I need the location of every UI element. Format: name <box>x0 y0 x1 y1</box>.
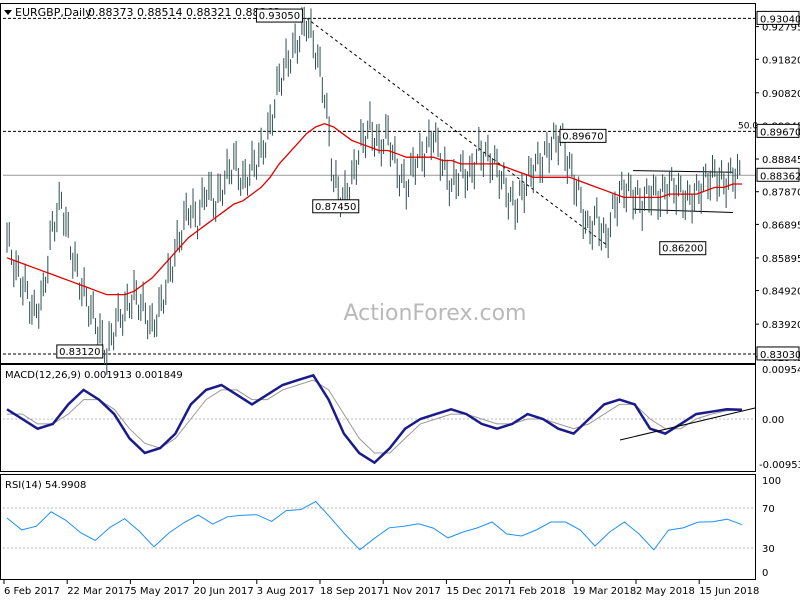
price-tag: 0.89670 <box>756 123 800 138</box>
macd-trend-line <box>619 407 756 441</box>
price-tag-label: 0.89670 <box>760 127 800 138</box>
x-tick-label: 1 Nov 2017 <box>383 586 441 597</box>
dropdown-arrow-icon[interactable] <box>4 10 12 15</box>
y-tick-label: 0.83920 <box>762 320 800 331</box>
annotation-box <box>255 8 303 23</box>
price-annotation: 0.86200 <box>659 241 707 256</box>
channel-top <box>633 170 733 173</box>
x-tick-label: 6 Feb 2017 <box>4 586 60 597</box>
ohlc-values: 0.88373 0.88514 0.88321 0.88362 <box>88 6 280 19</box>
annotation-label: 0.86200 <box>662 244 703 255</box>
macd-title: MACD(12,26,9) 0.001913 0.001849 <box>5 370 183 381</box>
price-annotation: 0.93050 <box>255 8 303 23</box>
price-tag: 0.83030 <box>756 346 800 361</box>
x-tick-label: 5 May 2017 <box>130 586 189 597</box>
annotation-label: 0.87450 <box>315 202 356 213</box>
rsi-tick-label: 100 <box>762 476 781 487</box>
x-tick-label: 2 May 2018 <box>636 586 695 597</box>
annotation-box <box>559 128 607 143</box>
rsi-tick-label: 70 <box>762 504 775 515</box>
x-tick-label: 1 Feb 2018 <box>510 586 566 597</box>
ohlc-bars <box>6 6 741 375</box>
moving-average-line <box>6 123 742 296</box>
y-tick-label: 0.87870 <box>762 188 800 199</box>
price-panel <box>0 3 756 364</box>
annotation-label: 0.93050 <box>259 11 300 22</box>
annotation-box <box>659 241 707 256</box>
price-annotation: 0.87450 <box>312 199 360 214</box>
price-annotation: 0.83120 <box>56 344 104 359</box>
price-tag: 0.88362 <box>756 167 800 182</box>
macd-panel <box>0 364 756 472</box>
x-tick-label: 19 Mar 2018 <box>573 586 636 597</box>
y-tick-label: 0.91820 <box>762 55 800 66</box>
price-tag: 0.93040 <box>756 10 800 25</box>
y-tick-label: 0.88845 <box>762 155 800 166</box>
price-annotation: 0.89670 <box>559 128 607 143</box>
price-tag-label: 0.93040 <box>760 14 800 25</box>
annotation-label: 0.89670 <box>562 131 603 142</box>
rsi-line <box>6 500 743 551</box>
macd-line <box>6 373 743 465</box>
x-tick-label: 20 Jun 2017 <box>194 586 254 597</box>
trend-line <box>306 17 607 245</box>
y-tick-label: 0.86895 <box>762 220 800 231</box>
fib-50-label: 50.0 <box>738 121 758 131</box>
rsi-title: RSI(14) 54.9908 <box>5 480 86 491</box>
price-tag-box <box>756 346 800 361</box>
y-tick-label: 0.85895 <box>762 254 800 265</box>
annotation-box <box>56 344 104 359</box>
watermark: ActionForex.com <box>344 301 527 326</box>
rsi-panel <box>0 474 756 580</box>
y-tick-label: 0.92795 <box>762 23 800 34</box>
x-tick-label: 18 Sep 2017 <box>320 586 383 597</box>
price-tag-label: 0.88362 <box>760 171 800 182</box>
x-tick-label: 15 Jun 2018 <box>699 586 759 597</box>
annotation-label: 0.83120 <box>59 347 100 358</box>
macd-tick-label: 0.00954 <box>762 365 800 376</box>
macd-tick-label: -0.009538 <box>759 460 800 471</box>
macd-signal-line <box>7 379 743 454</box>
x-tick-label: 15 Dec 2017 <box>446 586 510 597</box>
symbol-title: EURGBP,Daily <box>15 6 92 19</box>
annotation-box <box>312 199 360 214</box>
x-tick-label: 3 Aug 2017 <box>257 586 315 597</box>
price-tag-box <box>756 167 800 182</box>
x-tick-label: 22 Mar 2017 <box>67 586 130 597</box>
price-tag-label: 0.83030 <box>760 350 800 361</box>
y-tick-label: 0.90820 <box>762 89 800 100</box>
price-tag-box <box>756 10 800 25</box>
macd-tick-label: 0.00 <box>762 415 784 426</box>
rsi-tick-label: 0 <box>762 568 768 579</box>
price-tag-box <box>756 123 800 138</box>
y-tick-label: 0.84920 <box>762 287 800 298</box>
rsi-tick-label: 30 <box>762 544 775 555</box>
